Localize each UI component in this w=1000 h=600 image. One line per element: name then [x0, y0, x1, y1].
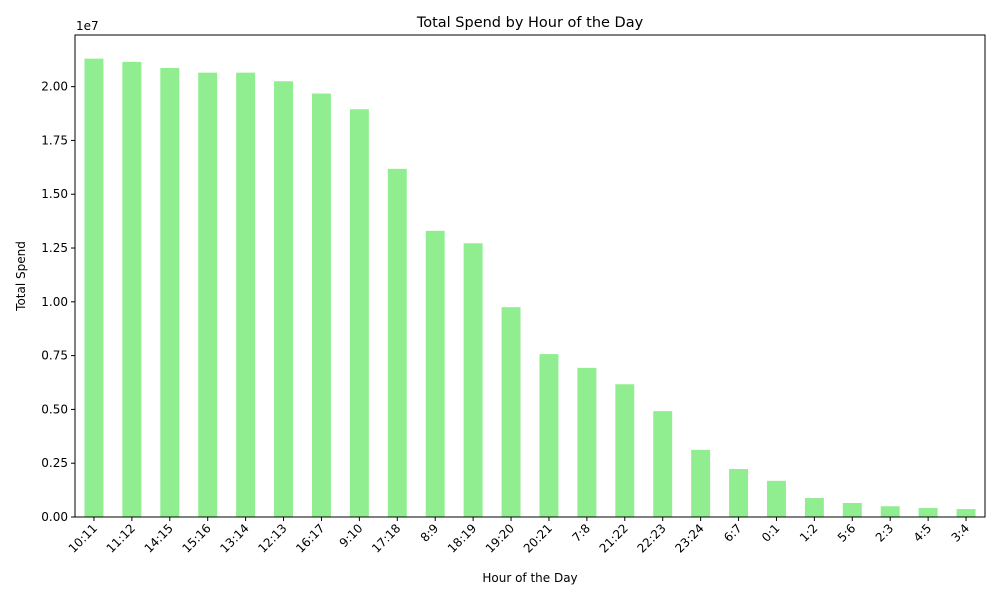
x-tick-label: 23:24	[672, 521, 706, 555]
x-tick-label: 0:1	[759, 521, 783, 545]
x-tick-label: 18:19	[445, 521, 479, 555]
y-tick-label: 0.50	[41, 402, 68, 416]
bar-20-21	[539, 354, 559, 517]
x-tick-label: 11:12	[104, 521, 138, 555]
x-tick-label: 15:16	[179, 521, 213, 555]
x-axis-title: Hour of the Day	[482, 571, 577, 585]
y-tick-label: 1.50	[41, 187, 68, 201]
bar-22-23	[653, 411, 673, 517]
y-scale-label: 1e7	[76, 19, 99, 33]
y-axis: 0.00 0.25 0.50 0.75 1.00 1.25 1.50 1.75 2.00	[41, 80, 75, 524]
bar-19-20	[501, 307, 521, 517]
x-tick-label: 16:17	[293, 521, 327, 555]
bar-4-5	[918, 507, 938, 517]
bar-14-15	[160, 67, 180, 518]
x-tick-label: 1:2	[797, 521, 821, 545]
x-tick-label: 2:3	[873, 521, 897, 545]
bar-23-24	[691, 449, 711, 517]
y-tick-label: 0.00	[41, 510, 68, 524]
y-tick-label: 0.75	[41, 349, 68, 363]
x-tick-label: 8:9	[418, 521, 442, 545]
x-tick-label: 22:23	[634, 521, 668, 555]
x-tick-label: 19:20	[483, 521, 517, 555]
x-tick-label: 12:13	[255, 521, 289, 555]
bar-11-12	[122, 61, 142, 518]
bar-0-1	[766, 480, 786, 517]
bar-13-14	[236, 72, 256, 517]
bar-18-19	[463, 243, 483, 518]
x-tick-label: 14:15	[142, 521, 176, 555]
x-tick-label: 4:5	[911, 521, 935, 545]
bar-9-10	[349, 109, 369, 518]
x-tick-label: 7:8	[569, 521, 593, 545]
x-axis: 10:11 11:12 14:15 15:16 13:14 12:13 16:17 9:10 1…	[66, 517, 972, 556]
y-tick-label: 0.25	[41, 456, 68, 470]
bars-group	[84, 58, 976, 518]
x-tick-label: 5:6	[835, 521, 859, 545]
bar-15-16	[198, 72, 218, 517]
y-tick-label: 2.00	[41, 80, 68, 94]
plot-frame	[74, 34, 986, 518]
bar-10-11	[84, 58, 104, 518]
bar-17-18	[387, 168, 407, 517]
bar-21-22	[615, 384, 635, 517]
bar-6-7	[729, 469, 749, 517]
x-tick-label: 21:22	[597, 521, 631, 555]
bar-7-8	[577, 367, 597, 517]
y-tick-label: 1.00	[41, 295, 68, 309]
bar-12-13	[274, 81, 294, 517]
x-tick-label: 17:18	[369, 521, 403, 555]
y-axis-title: Total Spend	[14, 241, 28, 312]
x-tick-label: 6:7	[721, 521, 745, 545]
y-tick-label: 1.75	[41, 133, 68, 147]
chart-title: Total Spend by Hour of the Day	[416, 15, 644, 31]
x-tick-label: 3:4	[949, 521, 973, 545]
bar-16-17	[311, 93, 331, 517]
bar-2-3	[880, 506, 900, 517]
bar-5-6	[842, 503, 862, 517]
bar-3-4	[956, 509, 976, 517]
y-tick-label: 1.25	[41, 241, 68, 255]
bar-1-2	[804, 498, 824, 517]
bar-8-9	[425, 230, 445, 517]
x-tick-label: 13:14	[217, 521, 251, 555]
x-tick-label: 9:10	[337, 521, 366, 550]
x-tick-label: 10:11	[66, 521, 100, 555]
x-tick-label: 20:21	[521, 521, 555, 555]
